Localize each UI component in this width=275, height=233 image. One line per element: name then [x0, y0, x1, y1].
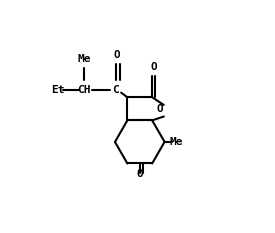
- Text: Me: Me: [77, 54, 91, 64]
- Text: C: C: [112, 85, 119, 95]
- Text: Et: Et: [51, 85, 65, 95]
- Text: Me: Me: [170, 137, 183, 147]
- Text: O: O: [150, 62, 157, 72]
- Text: O: O: [136, 169, 143, 179]
- Text: CH: CH: [77, 85, 91, 95]
- Text: O: O: [156, 104, 163, 114]
- Text: O: O: [114, 50, 121, 60]
